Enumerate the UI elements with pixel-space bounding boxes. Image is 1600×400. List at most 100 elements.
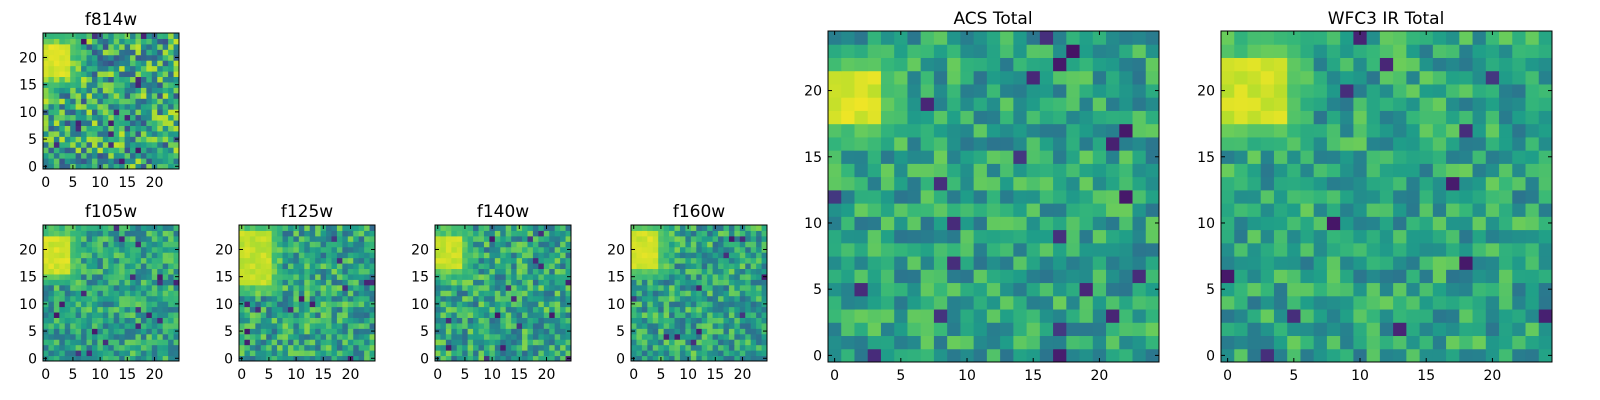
heatmap-cell (960, 348, 975, 363)
heatmap-cell (1459, 136, 1474, 151)
heatmap-cell (1247, 348, 1262, 363)
heatmap-cell (435, 344, 441, 351)
heatmap-cell (560, 306, 567, 313)
heatmap-cell (146, 306, 153, 313)
heatmap-cell (1459, 309, 1474, 323)
heatmap-cell (652, 273, 659, 280)
heatmap-cell (326, 284, 332, 291)
heatmap-cell (483, 241, 490, 248)
heatmap-cell (298, 301, 305, 308)
heatmap-cell (70, 158, 77, 165)
heatmap-cell (511, 312, 518, 318)
heatmap-cell (652, 246, 659, 253)
heatmap-cell (739, 328, 746, 335)
heatmap-cell (157, 87, 164, 94)
heatmap-cell (48, 49, 55, 56)
heatmap-cell (70, 317, 77, 324)
heatmap-cell (271, 306, 278, 313)
heatmap-cell (1393, 150, 1407, 164)
heatmap-cell (130, 98, 136, 105)
heatmap-cell (244, 252, 251, 259)
heatmap-cell (1499, 309, 1513, 323)
heatmap-cell (119, 141, 126, 148)
heatmap-cell (277, 235, 284, 242)
heatmap-cell (157, 263, 164, 270)
heatmap-cell (1485, 309, 1500, 323)
heatmap-cell (467, 350, 474, 357)
heatmap-cell (473, 284, 480, 291)
heatmap-cell (75, 147, 82, 154)
heatmap-cell (723, 328, 730, 335)
heatmap-cell (690, 301, 697, 308)
heatmap-cell (108, 130, 115, 137)
heatmap-cell (723, 241, 730, 248)
heatmap-cell (255, 252, 262, 259)
heatmap-cell (298, 230, 305, 237)
heatmap-cell (64, 344, 71, 351)
heatmap-cell (130, 60, 136, 67)
heatmap-cell (636, 241, 643, 248)
heatmap-cell (1013, 83, 1028, 98)
heatmap-cell (1419, 282, 1434, 297)
heatmap-cell (641, 290, 648, 297)
heatmap-cell (315, 333, 322, 340)
heatmap-cell (162, 230, 169, 237)
heatmap-cell (151, 279, 158, 286)
heatmap-cell (1340, 348, 1354, 363)
heatmap-cell (1013, 309, 1028, 323)
heatmap-cell (1234, 203, 1248, 217)
heatmap-cell (102, 257, 109, 264)
heatmap-cell (331, 312, 338, 318)
heatmap-cell (1379, 31, 1394, 45)
heatmap-cell (734, 225, 741, 231)
heatmap-cell (723, 230, 730, 237)
heatmap-cell (701, 344, 708, 351)
heatmap-cell (1026, 57, 1041, 72)
heatmap-cell (565, 241, 572, 248)
heatmap-cell (293, 246, 300, 253)
heatmap-cell (48, 103, 55, 110)
heatmap-cell (97, 141, 104, 148)
heatmap-cell (293, 339, 300, 346)
heatmap-cell (652, 328, 659, 335)
heatmap-cell (696, 230, 703, 237)
heatmap-cell (467, 230, 474, 237)
heatmap-cell (75, 333, 82, 340)
heatmap-cell (636, 230, 643, 237)
heatmap-cell (1485, 216, 1500, 231)
heatmap-cell (1512, 189, 1527, 204)
heatmap-cell (538, 355, 545, 362)
heatmap-cell (933, 242, 948, 257)
heatmap-cell (1000, 295, 1014, 310)
heatmap-cell (53, 38, 60, 45)
heatmap-cell (920, 309, 935, 323)
heatmap-cell (750, 225, 757, 231)
heatmap-cell (1106, 282, 1120, 297)
heatmap-cell (81, 306, 88, 313)
heatmap-cell (64, 54, 71, 61)
heatmap-cell (739, 252, 746, 259)
heatmap-cell (146, 333, 153, 340)
heatmap-cell (880, 269, 895, 284)
heatmap-cell (1512, 44, 1527, 58)
heatmap-cell (1119, 203, 1134, 217)
heatmap-cell (86, 109, 93, 116)
heatmap-cell (511, 273, 518, 280)
heatmap-cell (86, 65, 93, 72)
heatmap-cell (1079, 229, 1094, 244)
heatmap-cell (130, 333, 136, 340)
heatmap-cell (1366, 229, 1381, 244)
heatmap-cell (108, 49, 115, 56)
heatmap-cell (1538, 216, 1553, 231)
heatmap-cell (75, 49, 82, 56)
heatmap-cell (59, 257, 66, 264)
heatmap-cell (756, 317, 763, 324)
heatmap-cell (1313, 176, 1328, 191)
heatmap-cell (124, 125, 131, 132)
heatmap-cell (271, 328, 278, 335)
heatmap-cell (756, 322, 763, 329)
heatmap-cell (674, 263, 681, 270)
heatmap-cell (358, 328, 365, 335)
heatmap-cell (140, 328, 147, 335)
